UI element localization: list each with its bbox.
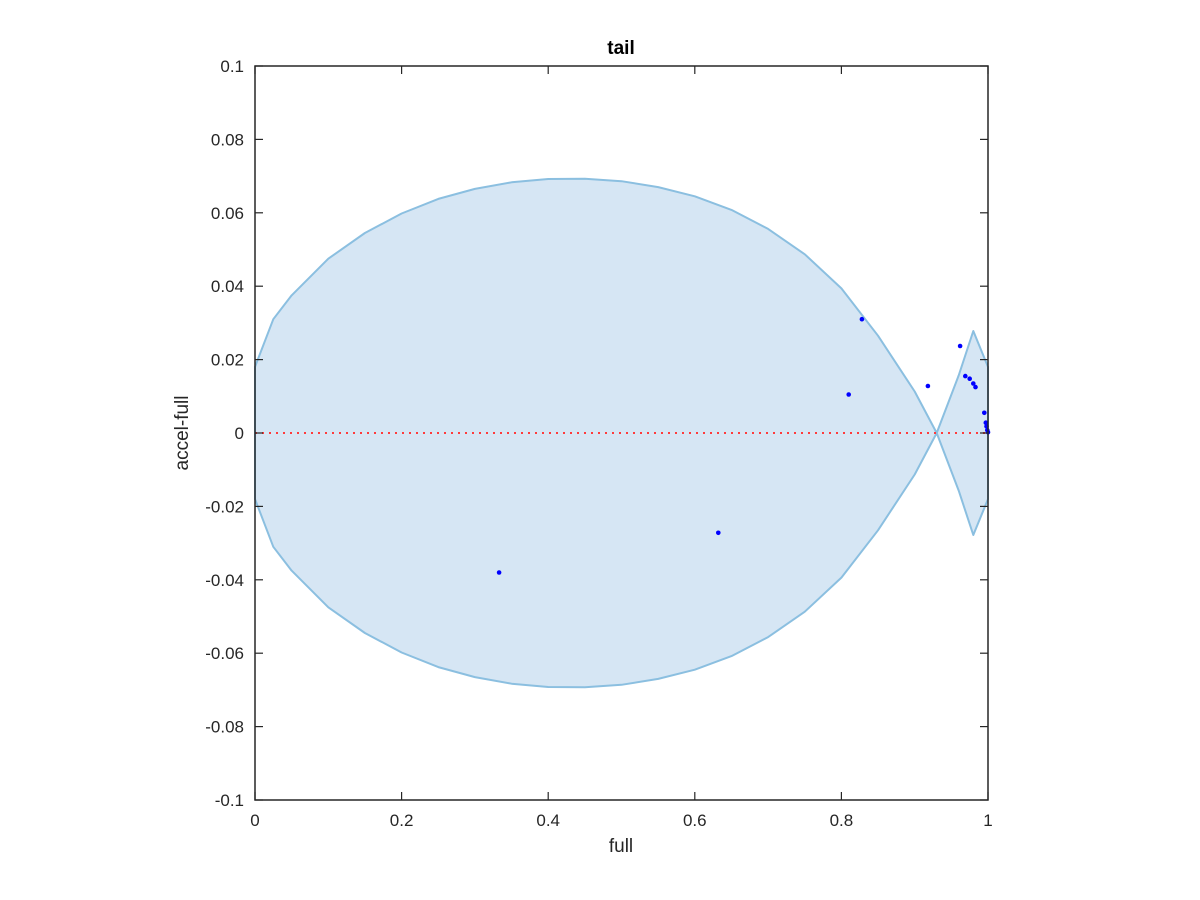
- y-tick-label-3: 0.04: [211, 277, 244, 296]
- data-point-2: [716, 530, 721, 536]
- y-tick-label-0: 0.1: [220, 57, 244, 76]
- tick-labels-layer: 0 0.2 0.4 0.6 0.8 1 0.1 0.08 0.06 0.04 0.02 0 -0.02 -…: [205, 57, 992, 830]
- data-point-11: [982, 410, 987, 416]
- data-point-8: [967, 376, 972, 382]
- y-tick-label-1: 0.08: [211, 130, 244, 149]
- data-point-1: [496, 570, 502, 575]
- y-tick-label-4: 0.02: [211, 351, 244, 370]
- x-axis-label: full: [609, 836, 633, 857]
- data-point-7: [963, 373, 968, 379]
- x-tick-label-4: 0.8: [830, 811, 854, 830]
- y-tick-label-10: -0.1: [215, 791, 244, 810]
- y-tick-label-7: -0.04: [205, 571, 244, 590]
- x-tick-label-5: 1: [983, 811, 992, 830]
- data-point-12: [983, 420, 989, 426]
- data-point-5: [925, 383, 931, 389]
- data-point-10: [973, 384, 978, 390]
- x-tick-label-0: 0: [250, 811, 259, 830]
- chart-title: tail: [607, 38, 634, 59]
- x-tick-label-2: 0.4: [536, 811, 560, 830]
- y-tick-label-2: 0.06: [211, 204, 244, 223]
- y-tick-label-9: -0.08: [205, 718, 244, 737]
- data-point-3: [846, 392, 851, 397]
- x-tick-label-3: 0.6: [683, 811, 707, 830]
- data-point-6: [957, 343, 963, 349]
- data-point-9: [971, 381, 976, 386]
- y-tick-label-5: 0: [235, 424, 244, 443]
- y-axis-label: accel-full: [172, 396, 193, 471]
- data-point-4: [859, 316, 865, 322]
- y-tick-label-8: -0.06: [205, 644, 244, 663]
- axes-layer: [254, 65, 989, 801]
- x-tick-label-1: 0.2: [390, 811, 414, 830]
- y-tick-label-6: -0.02: [205, 497, 244, 516]
